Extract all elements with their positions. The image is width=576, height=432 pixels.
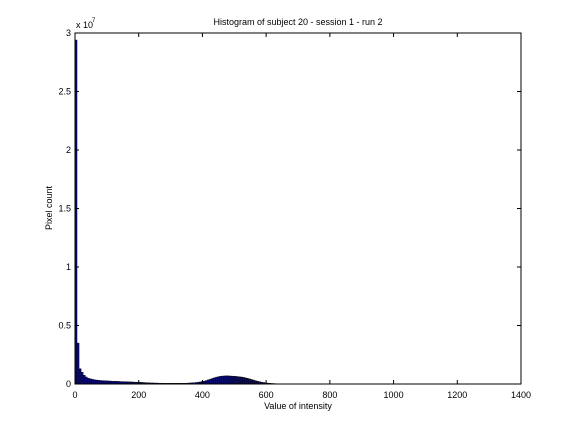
histogram-bar [239,376,243,385]
y-multiplier: x 10 [76,20,93,30]
histogram-bar [235,376,239,385]
y-tick-label: 1 [66,262,71,272]
histogram-bar [99,380,102,385]
x-tick-label: 400 [195,390,210,400]
histogram-bar [93,379,96,385]
histogram-bar [205,380,208,385]
histogram-bar [78,368,82,385]
histogram-bar [254,380,257,385]
y-multiplier-exponent: 7 [92,18,96,24]
histogram-bar [211,378,214,385]
y-tick-label: 3 [66,28,71,38]
y-axis: 0 0.5 1 1.5 2 2.5 3 [58,28,521,389]
histogram-bar [252,379,255,385]
x-tick-label: 200 [131,390,146,400]
histogram-bar [246,378,249,385]
x-axis: 0 200 400 600 800 1000 1200 1400 [72,33,531,400]
histogram-bar [223,375,227,385]
y-tick-label: 2 [66,145,71,155]
histogram-bar [87,377,90,385]
histogram-bars [74,39,280,385]
histogram-bar [95,379,98,385]
chart-title: Histogram of subject 20 - session 1 - ru… [213,17,382,27]
histogram-bar [241,377,245,385]
y-axis-label: Pixel count [44,185,54,230]
histogram-bar [237,376,241,385]
histogram-bar [82,375,86,385]
histogram-bar [91,379,94,385]
histogram-bar [97,380,100,385]
histogram-bar [244,377,247,385]
histogram-bar [233,376,237,385]
histogram-bar [219,376,222,385]
x-tick-label: 1400 [511,390,531,400]
histogram-bar [89,378,92,385]
y-tick-label: 1.5 [58,204,71,214]
histogram-bar [76,342,80,385]
histogram-bar [225,375,229,385]
histogram-bar [213,377,216,385]
histogram-bar [248,378,251,385]
x-tick-label: 600 [259,390,274,400]
x-tick-label: 1000 [384,390,404,400]
histogram-bar [207,379,210,385]
x-axis-label: Value of intensity [264,401,332,411]
histogram-bar [231,375,235,385]
y-tick-label: 0.5 [58,321,71,331]
histogram-bar [84,376,88,385]
y-tick-label: 2.5 [58,87,71,97]
x-tick-label: 0 [72,390,77,400]
histogram-bar [229,375,233,385]
histogram-bar [221,375,225,385]
histogram-bar [227,375,231,385]
histogram-bar [209,378,212,385]
histogram-bar [101,380,104,385]
y-tick-label: 0 [66,379,71,389]
histogram-bar [250,379,253,385]
histogram-bar [215,376,218,385]
x-tick-label: 1200 [447,390,467,400]
histogram-bar [80,372,84,385]
x-tick-label: 800 [322,390,337,400]
histogram-bar [217,376,220,385]
